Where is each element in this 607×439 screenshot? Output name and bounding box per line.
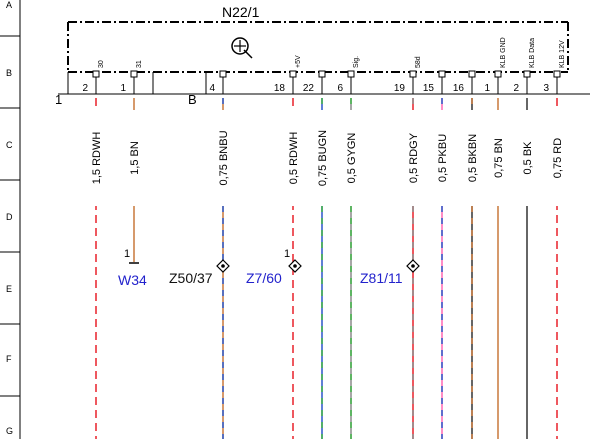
wire: 0,5 BK [520,98,534,439]
reference-pin: 1 [124,248,130,260]
pin-number: 2 [82,83,88,94]
pin-terminal [409,70,417,94]
pin-number: 19 [394,83,406,94]
grid-row-label: E [6,284,12,294]
pin-label: KLB GND [500,37,507,68]
grid-row-label: C [6,140,13,150]
pin-number: 3 [543,83,549,94]
pin-terminal [438,70,446,94]
wire-label: 0,75 BNBU [218,130,230,185]
wire: 0,75 RD [550,98,564,439]
wire: 1,5 BN [127,98,141,262]
pin-number: 4 [209,83,215,94]
reference-label[interactable]: W34 [118,272,147,288]
pin-terminal [494,70,502,94]
pin-label: 30 [98,60,105,68]
splice-diamond-icon [216,259,230,273]
reference-pin: 1 [284,248,290,260]
wire: 0,5 GYGN [344,98,358,439]
wire: 1,5 RDWH [89,98,103,439]
pin-terminal [468,70,476,94]
pin-terminal [289,70,297,94]
wires-layer: 1,5 RDWH 1,5 BN 0,75 BNBU 0,5 RDWH 0,75 BUGN… [89,98,564,439]
reference-label[interactable]: Z7/60 [246,270,282,286]
grid-row-label: G [6,426,13,436]
wire-label: 1,5 BN [129,141,141,175]
pin-terminal [130,70,138,94]
pin-number: 1 [120,83,126,94]
pin-number: 2 [513,83,519,94]
pin-terminal [347,70,355,94]
pin-terminal [553,70,561,94]
pin-label: 58d [415,56,422,68]
wire-label: 0,5 BK [522,141,534,175]
grid-row-label: B [6,68,12,78]
pin-number: 1 [484,83,490,94]
wire-label: 0,75 BN [493,138,505,178]
wire: 0,5 BKBN [465,98,479,439]
pin-label: KLB 12V [559,40,566,68]
pin-number: 6 [337,83,343,94]
pin-terminal [318,70,326,94]
pin-terminal [523,70,531,94]
pins-layer: 2 30 1 31 4 18 +5V 22 6 Sig. 19 58d 15 16 1 KLB GND 2 KLB… [82,37,566,94]
wire-label: 0,75 RD [552,138,564,178]
wire: 0,5 PKBU [435,98,449,439]
reference-label[interactable]: Z81/11 [360,270,403,286]
pin-number: 22 [303,83,315,94]
grid-row-label: F [6,354,12,364]
wire-label: 0,75 BUGN [317,130,329,186]
reference-label[interactable]: Z50/37 [169,270,213,286]
grid-row-label: D [6,212,13,222]
pin-number: 16 [453,83,465,94]
splice-diamond-icon [406,259,420,273]
wire-label: 0,5 RDWH [288,132,300,185]
module-symbol-icon [231,37,253,59]
wire-label: 0,5 PKBU [437,134,449,182]
pin-label: 31 [136,60,143,68]
pin-label: KLB Data [529,38,536,68]
wire-label: 0,5 GYGN [346,133,358,184]
grid-row-label: A [6,0,12,10]
pin-label: +5V [295,55,302,68]
splice-diamond-icon [288,259,302,273]
pin-label: Sig. [353,56,360,68]
wire-label: 1,5 RDWH [91,132,103,185]
pin-terminal [219,70,227,94]
wire: 0,75 BUGN [315,98,329,439]
pin-terminal [92,70,100,94]
grid-ruler: A B C D E F G [0,0,21,439]
component-name: N22/1 [222,4,260,20]
connector-label-1: 1 [55,92,62,107]
connector-label-b: B [188,92,197,107]
wire: 0,75 BN [491,98,505,439]
wire-label: 0,5 BKBN [467,134,479,182]
wire-label: 0,5 RDGY [408,132,420,183]
component-box [58,21,590,95]
pin-number: 18 [274,83,286,94]
pin-number: 15 [423,83,435,94]
